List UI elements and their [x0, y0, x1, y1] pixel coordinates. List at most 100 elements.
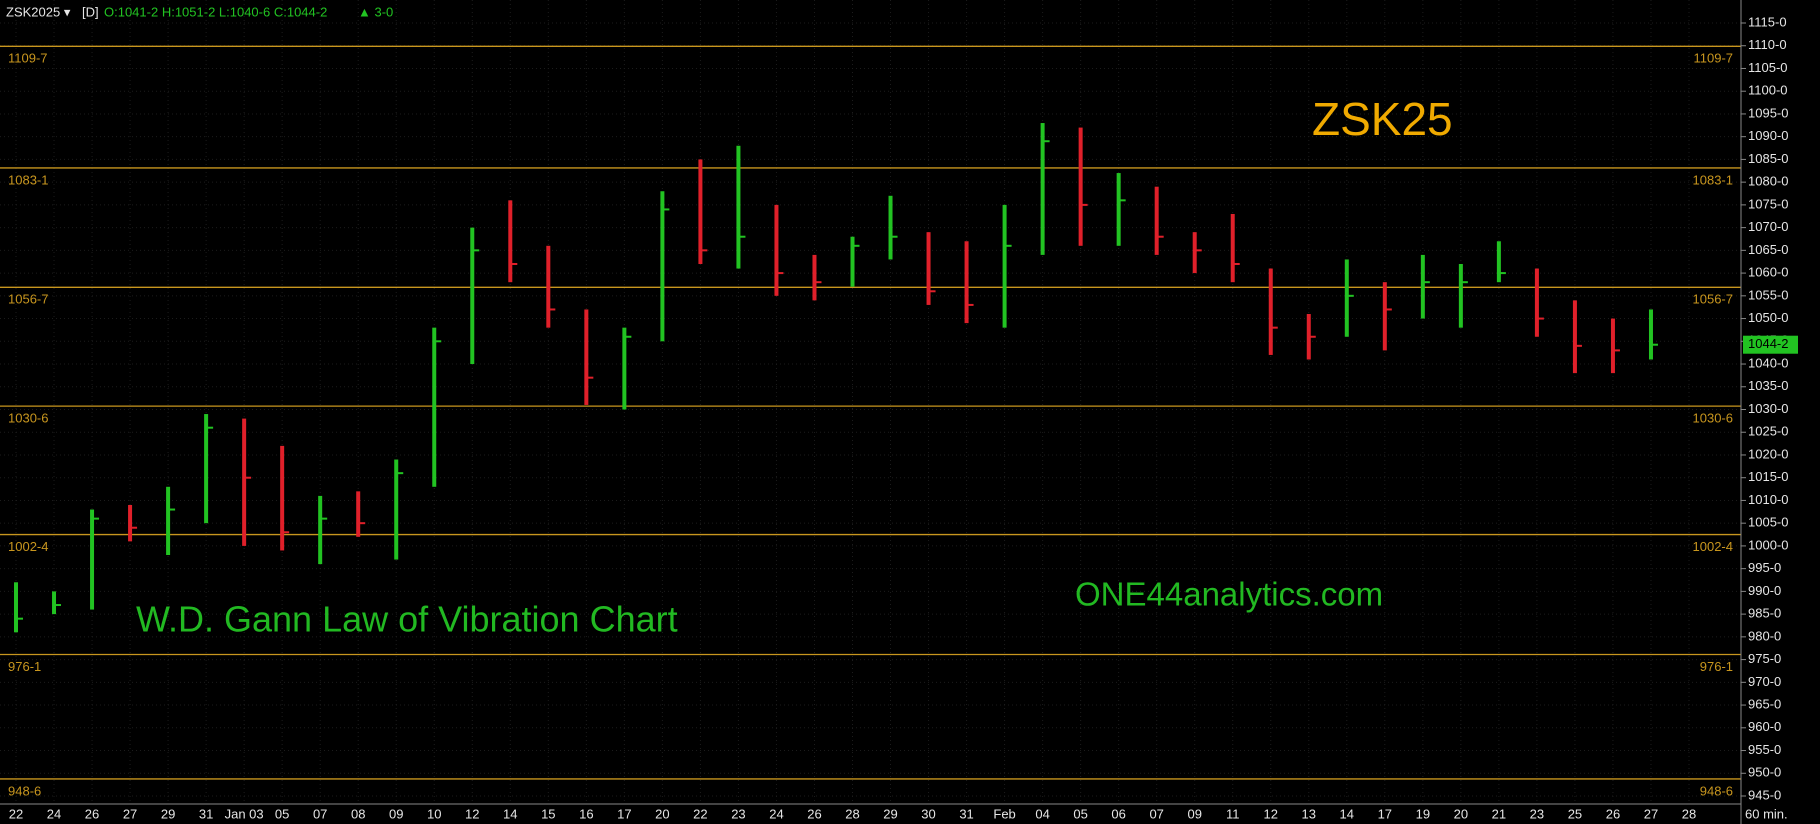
price-bar	[546, 245, 551, 328]
y-tick-label: 950-0	[1748, 765, 1781, 780]
price-bar	[1344, 259, 1349, 337]
y-tick-label: 965-0	[1748, 696, 1781, 711]
price-bar	[1534, 268, 1539, 337]
annotation: ONE44analytics.com	[1075, 576, 1383, 613]
x-tick-label: 29	[883, 806, 897, 821]
y-tick-label: 1085-0	[1748, 151, 1788, 166]
bar-period: 60 min.	[1745, 806, 1788, 821]
x-tick-label: 04	[1035, 806, 1049, 821]
x-tick-label: 27	[123, 806, 137, 821]
price-bar	[1496, 241, 1501, 283]
x-tick-label: 06	[1111, 806, 1125, 821]
x-tick-label: 26	[1606, 806, 1620, 821]
price-bar	[850, 236, 855, 287]
price-bar	[1116, 173, 1121, 246]
price-bar	[14, 582, 18, 633]
y-tick-label: 985-0	[1748, 606, 1781, 621]
x-tick-label: 20	[655, 806, 669, 821]
x-tick-label: 26	[85, 806, 99, 821]
y-tick-label: 1065-0	[1748, 242, 1788, 257]
x-tick-label: 16	[579, 806, 593, 821]
x-tick-label: 09	[1187, 806, 1201, 821]
level-label: 1002-4	[8, 539, 48, 554]
symbol: ZSK2025 ▾	[6, 4, 71, 19]
y-tick-label: 1055-0	[1748, 287, 1788, 302]
level-label: 1083-1	[8, 172, 48, 187]
y-tick-label: 975-0	[1748, 651, 1781, 666]
y-tick-label: 1005-0	[1748, 515, 1788, 530]
chart-title: ZSK25	[1312, 93, 1453, 145]
x-tick-label: 27	[1644, 806, 1658, 821]
price-bar	[1230, 213, 1235, 283]
y-tick-label: 1000-0	[1748, 537, 1788, 552]
price-bar	[1420, 254, 1425, 319]
y-tick-label: 1115-0	[1748, 14, 1787, 29]
x-tick-label: 30	[921, 806, 935, 821]
y-tick-label: 1035-0	[1748, 378, 1788, 393]
price-bar	[394, 459, 399, 560]
level-label: 948-6	[8, 783, 41, 798]
x-tick-label: 05	[275, 806, 289, 821]
last-price-box	[1743, 335, 1798, 354]
price-bar	[432, 327, 437, 487]
level-label: 1109-7	[1693, 51, 1733, 66]
y-tick-label: 1050-0	[1748, 310, 1788, 325]
x-tick-label: 24	[769, 806, 783, 821]
level-label: 1083-1	[1693, 172, 1733, 187]
level-label: 1002-4	[1693, 539, 1733, 554]
level-label: 1109-7	[8, 51, 48, 66]
price-bar	[1458, 263, 1463, 328]
price-bar	[1610, 318, 1615, 374]
price-bar	[660, 191, 665, 342]
x-tick-label: 07	[313, 806, 327, 821]
y-tick-label: 1095-0	[1748, 105, 1788, 120]
price-bar	[508, 200, 513, 283]
price-bar	[1154, 186, 1159, 255]
level-label: 1056-7	[8, 292, 48, 307]
ohlc-text: O:1041-2 H:1051-2 L:1040-6 C:1044-2	[104, 4, 327, 19]
price-bar	[318, 495, 323, 565]
x-tick-label: 23	[1530, 806, 1544, 821]
price-bar	[1648, 309, 1653, 360]
x-tick-label: 17	[1378, 806, 1392, 821]
x-tick-label: 31	[199, 806, 213, 821]
level-label: 1030-6	[8, 411, 48, 426]
price-bar	[356, 491, 361, 537]
price-bar	[1002, 204, 1007, 328]
price-bar	[90, 509, 95, 610]
y-tick-label: 1070-0	[1748, 219, 1788, 234]
price-bar	[166, 486, 171, 556]
x-tick-label: 29	[161, 806, 175, 821]
x-tick-label: 28	[845, 806, 859, 821]
price-bar	[812, 254, 817, 301]
price-bar	[280, 445, 285, 551]
y-tick-label: 1060-0	[1748, 265, 1788, 280]
y-tick-label: 1015-0	[1748, 469, 1788, 484]
x-tick-label: 12	[465, 806, 479, 821]
price-bar	[926, 232, 931, 305]
last-price-label: 1044-2	[1748, 336, 1788, 351]
y-tick-label: 1040-0	[1748, 355, 1788, 370]
price-bar	[204, 414, 209, 524]
x-tick-label: 14	[1340, 806, 1354, 821]
y-tick-label: 1030-0	[1748, 401, 1788, 416]
price-bar	[1192, 232, 1197, 274]
x-tick-label: Jan 03	[225, 806, 264, 821]
level-label: 1056-7	[1693, 292, 1733, 307]
price-bar	[1040, 123, 1045, 255]
price-bar	[470, 227, 475, 365]
level-label: 1030-6	[1693, 411, 1733, 426]
y-tick-label: 1110-0	[1748, 37, 1787, 52]
price-bar	[698, 159, 703, 264]
y-tick-label: 1025-0	[1748, 424, 1788, 439]
y-tick-label: 995-0	[1748, 560, 1781, 575]
price-bar	[128, 504, 133, 542]
y-tick-label: 1100-0	[1748, 83, 1788, 98]
level-label: 976-1	[1700, 659, 1733, 674]
x-tick-label: 17	[617, 806, 631, 821]
change: ▲ 3-0	[358, 4, 393, 19]
price-bar	[736, 145, 741, 269]
x-tick-label: 05	[1073, 806, 1087, 821]
